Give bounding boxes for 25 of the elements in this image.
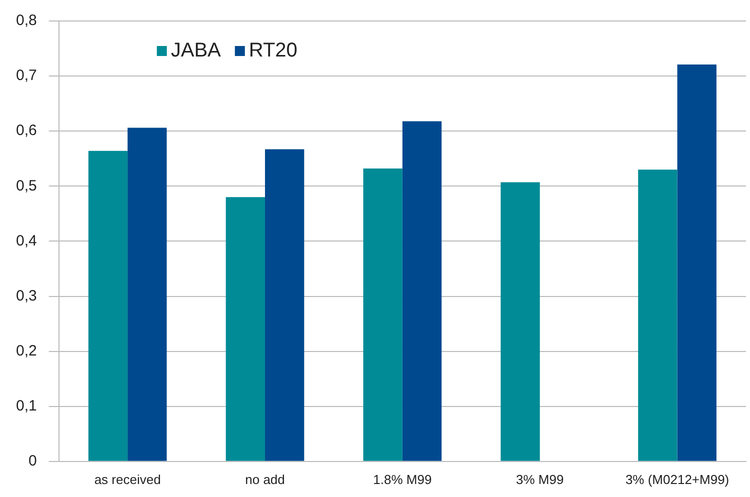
bar (88, 150, 128, 461)
bar (638, 170, 678, 461)
bar (677, 64, 716, 461)
bar (402, 121, 442, 461)
y-tick-label: 0,2 (16, 342, 37, 360)
y-tick-label: 0,7 (16, 67, 37, 84)
y-tick-label: 0,3 (16, 287, 37, 304)
x-tick-label: 3% (M0212+M99) (625, 472, 730, 487)
bar (226, 197, 265, 461)
y-tick-label: 0 (28, 452, 37, 470)
y-tick-label: 0,8 (16, 12, 37, 30)
x-tick-label: 3% M99 (516, 472, 564, 487)
bar (500, 182, 540, 461)
bar (128, 128, 167, 461)
y-tick-label: 0,1 (16, 397, 37, 414)
x-tick-label: no add (245, 472, 285, 487)
legend-label: JABA (170, 40, 222, 62)
bar (264, 149, 304, 461)
bar (363, 168, 402, 461)
legend-label: RT20 (248, 40, 298, 62)
y-tick-label: 0,6 (16, 122, 37, 140)
y-tick-label: 0,4 (16, 232, 37, 250)
x-tick-label: 1.8% M99 (373, 472, 432, 487)
y-tick-label: 0,5 (16, 177, 37, 194)
x-tick-label: as received (94, 472, 161, 487)
